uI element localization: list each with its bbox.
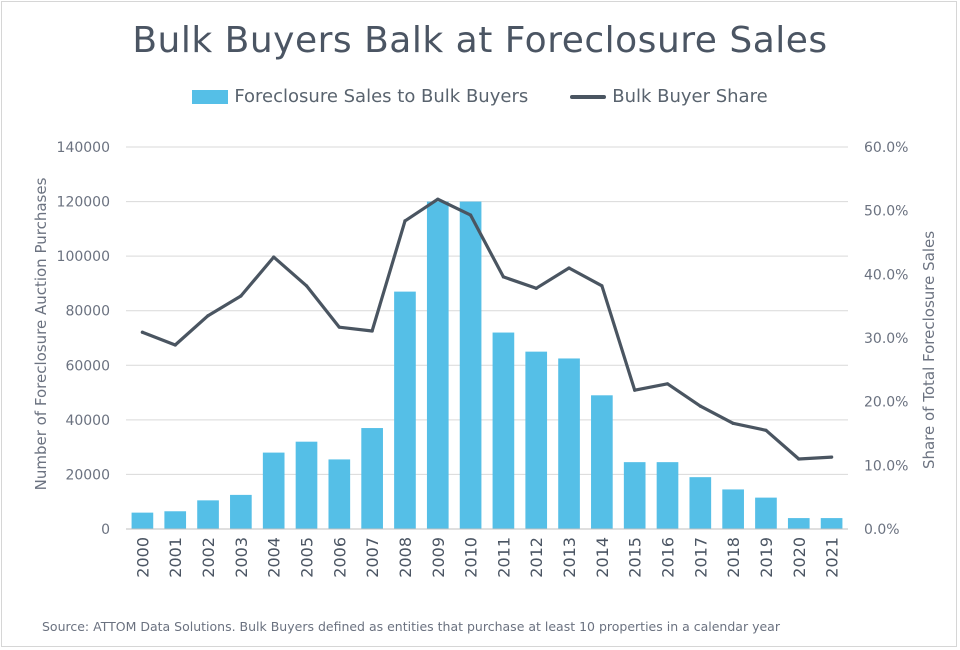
line-point: [829, 455, 834, 459]
bar: [459, 201, 482, 530]
line-point: [731, 421, 735, 425]
x-tick-label: 2017: [691, 537, 710, 578]
line-point: [698, 404, 702, 408]
x-tick-label: 2009: [429, 537, 448, 578]
bar: [394, 291, 416, 529]
x-tick-label: 2000: [133, 537, 152, 578]
line-point: [436, 197, 440, 201]
x-tick-label: 2001: [166, 537, 185, 578]
bar: [295, 441, 318, 529]
legend-label-bars: Foreclosure Sales to Bulk Buyers: [234, 86, 529, 107]
legend-swatch-line: [570, 94, 607, 99]
line-point: [600, 284, 604, 288]
x-tick-label: 2014: [593, 537, 612, 578]
bar: [820, 518, 843, 529]
line-point: [534, 286, 538, 290]
y2-axis-title: Share of Total Foreclosure Sales: [920, 231, 938, 469]
source-note: Source: ATTOM Data Solutions. Bulk Buyer…: [42, 619, 780, 634]
x-tick-label: 2006: [330, 537, 349, 578]
x-tick-label: 2002: [199, 537, 218, 578]
y-tick-label: 100000: [57, 249, 110, 265]
bar: [492, 332, 515, 529]
y-tick-label: 20000: [65, 467, 110, 483]
x-tick-label: 2018: [724, 537, 743, 578]
x-tick-label: 2019: [757, 537, 776, 578]
legend-swatch-bars: [192, 89, 229, 104]
bar: [656, 462, 679, 529]
bar: [131, 512, 154, 529]
x-tick-label: 2020: [790, 537, 809, 578]
line-point: [468, 213, 473, 217]
x-tick-label: 2012: [527, 537, 546, 578]
line-point: [665, 382, 670, 386]
line-point: [403, 219, 407, 223]
x-tick-label: 2013: [560, 537, 579, 578]
x-tick-label: 2010: [462, 537, 481, 578]
x-tick-label: 2016: [659, 537, 678, 578]
y-tick-label: 40000: [65, 413, 110, 429]
y-axis-title: Number of Foreclosure Auction Purchases: [32, 177, 50, 490]
line-point: [370, 329, 374, 333]
bar: [558, 358, 580, 529]
y2-tick-label: 40.0%: [864, 267, 908, 283]
line-point: [206, 314, 210, 318]
line-point: [501, 275, 506, 279]
bar: [787, 518, 810, 529]
x-tick-label: 2007: [363, 537, 382, 578]
line-point: [173, 343, 177, 347]
bar: [230, 494, 252, 529]
bar: [361, 428, 383, 529]
x-tick-label: 2003: [232, 537, 251, 578]
y-tick-label: 0: [101, 522, 110, 538]
legend-item-bars: Foreclosure Sales to Bulk Buyers: [192, 86, 528, 107]
x-tick-label: 2008: [396, 537, 415, 578]
y2-tick-label: 20.0%: [864, 395, 908, 411]
bar: [591, 395, 613, 529]
x-tick-label: 2005: [298, 537, 317, 578]
legend-label-line: Bulk Buyer Share: [612, 86, 768, 107]
bar: [623, 462, 646, 529]
legend: Foreclosure Sales to Bulk Buyers Bulk Bu…: [2, 86, 958, 107]
bar: [262, 452, 285, 529]
bar: [197, 500, 219, 529]
x-tick-label: 2011: [494, 537, 513, 578]
chart-title: Bulk Buyers Balk at Foreclosure Sales: [132, 20, 828, 61]
y2-tick-label: 50.0%: [864, 204, 908, 220]
y2-tick-label: 60.0%: [864, 140, 908, 156]
line-point: [304, 284, 309, 288]
bar: [722, 489, 744, 529]
bar: [689, 477, 712, 529]
line-point: [140, 330, 145, 334]
line-point: [567, 266, 571, 270]
line-point: [764, 428, 768, 432]
bar: [755, 497, 777, 529]
line-point: [797, 457, 801, 461]
line-point: [337, 325, 341, 329]
x-tick-label: 2015: [626, 537, 645, 578]
y2-tick-label: 30.0%: [864, 331, 908, 347]
y-tick-label: 60000: [65, 358, 110, 374]
y2-tick-label: 0.0%: [864, 522, 900, 538]
y-tick-label: 140000: [57, 140, 110, 156]
y-tick-label: 80000: [65, 304, 110, 320]
bar: [525, 351, 548, 529]
series-line-bulk-buyer-share: [140, 197, 834, 461]
bar: [328, 459, 351, 529]
line-point: [633, 388, 637, 392]
y2-tick-label: 10.0%: [864, 458, 908, 474]
y-tick-label: 120000: [57, 195, 110, 211]
x-tick-label: 2021: [823, 537, 842, 578]
legend-item-line: Bulk Buyer Share: [570, 86, 768, 107]
bar: [164, 511, 187, 529]
bar: [426, 201, 449, 530]
line-point: [239, 294, 243, 298]
x-tick-label: 2004: [265, 537, 284, 578]
line-point: [272, 255, 276, 259]
